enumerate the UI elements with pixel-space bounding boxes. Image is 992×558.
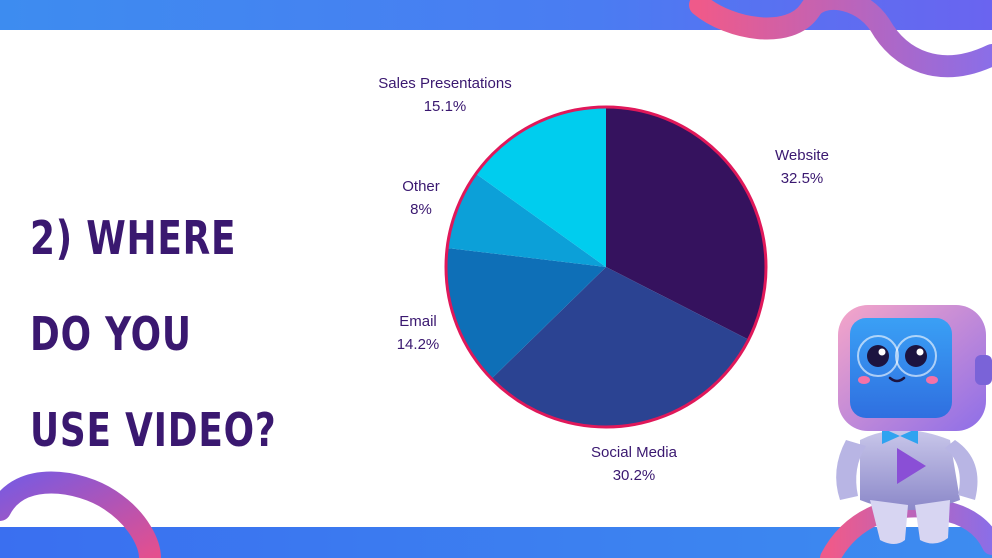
swirl-bottom-left [0, 471, 161, 558]
slice-label-email: Email [399, 313, 437, 330]
robot-leg-left [870, 500, 908, 544]
glasses-icon [857, 335, 899, 377]
robot-leg-right [915, 500, 950, 544]
slice-value-sales-presentations: 15.1% [424, 98, 467, 115]
robot-ear [975, 355, 992, 385]
robot-arm-left [836, 440, 866, 500]
robot-eye-left [867, 345, 889, 367]
play-icon [897, 448, 926, 484]
swirl-top-right [689, 0, 992, 78]
slice-value-other: 8% [410, 201, 432, 218]
slice-label-social-media: Social Media [591, 444, 678, 461]
slice-label-sales-presentations: Sales Presentations [378, 75, 511, 92]
slice-label-website: Website [775, 147, 829, 164]
slice-value-website: 32.5% [781, 170, 824, 187]
robot-arm-right [945, 440, 978, 500]
pie-slice-email [446, 247, 606, 379]
headline-line-1: 2) WHERE DO YOU [30, 211, 237, 361]
slice-value-social-media: 30.2% [613, 467, 656, 484]
pie-slice-sales-presentations [475, 107, 606, 267]
pie-border [444, 105, 768, 429]
headline-line-2: USE VIDEO? [30, 403, 277, 457]
pie-slice-other [447, 173, 606, 267]
slice-value-email: 14.2% [397, 336, 440, 353]
bow-tie-icon [882, 428, 918, 444]
robot-eye-right [905, 345, 927, 367]
robot-smile [888, 376, 906, 383]
headline: 2) WHERE DO YOU USE VIDEO? [30, 190, 311, 478]
pie-slice-website [606, 107, 766, 340]
slice-label-other: Other [402, 178, 440, 195]
pie-slice-social-media [491, 267, 749, 427]
